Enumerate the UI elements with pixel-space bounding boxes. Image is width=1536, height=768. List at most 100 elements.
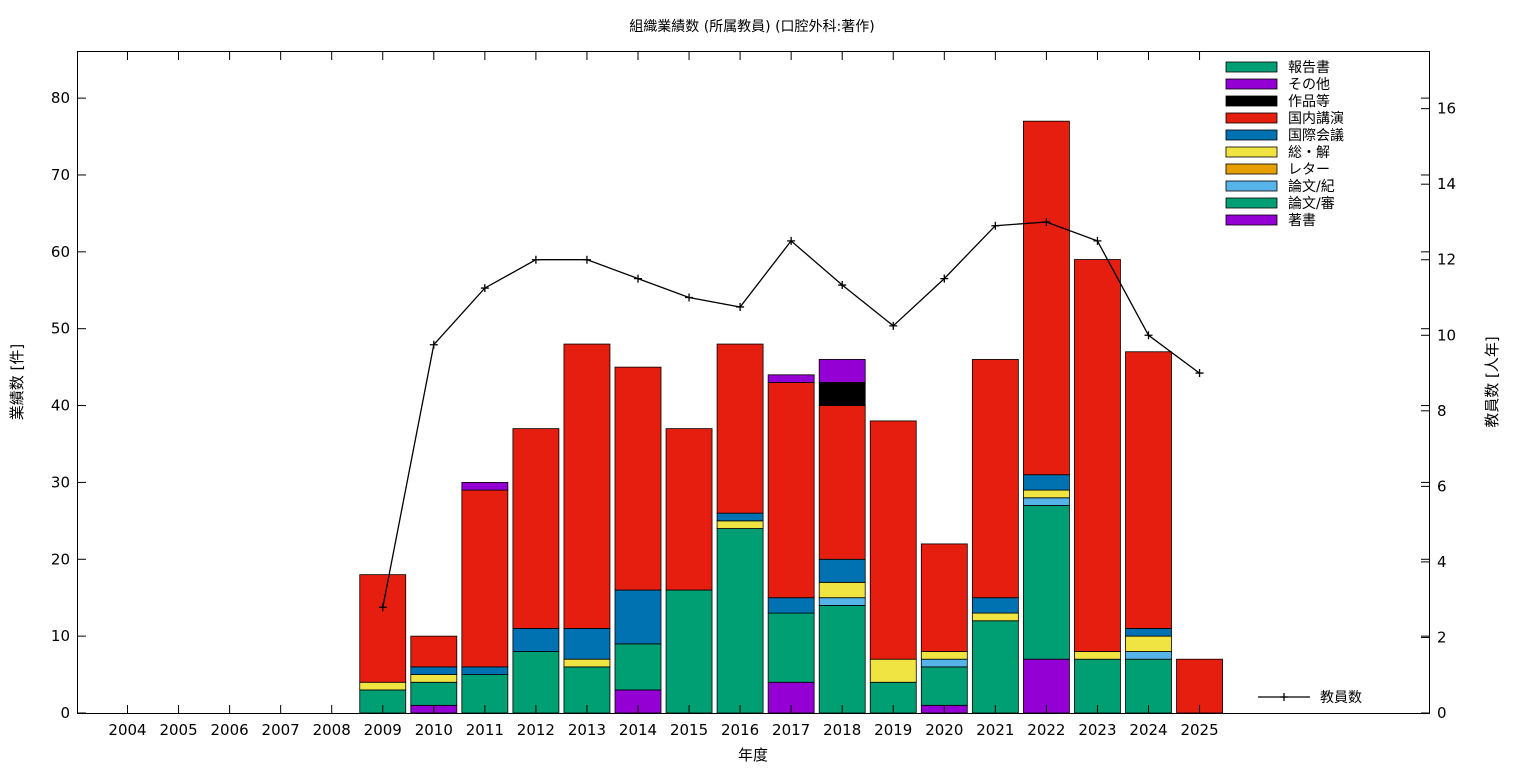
x-axis-label: 年度 xyxy=(738,746,768,764)
bar-segment xyxy=(1023,658,1070,714)
y-tick-label: 70 xyxy=(51,166,70,184)
bar-segment xyxy=(1125,635,1172,652)
bar-segment xyxy=(1125,628,1172,637)
bar-segment xyxy=(767,597,815,614)
bar-segment xyxy=(512,628,560,652)
y-tick-label: 80 xyxy=(51,89,70,107)
line-point xyxy=(685,293,694,302)
y-tick-label: 40 xyxy=(51,397,70,415)
bar-segment xyxy=(410,681,458,706)
line-point xyxy=(787,236,796,245)
line-layer xyxy=(378,217,1204,612)
bar-segment xyxy=(614,643,662,691)
legend-label: 報告書 xyxy=(1288,60,1330,76)
bar-segment xyxy=(818,581,866,599)
bar-segment xyxy=(716,343,764,514)
line-point xyxy=(429,340,438,349)
bar-segment xyxy=(767,374,815,383)
plot-frame xyxy=(77,51,1430,714)
bar-segment xyxy=(563,343,611,629)
line-point xyxy=(1144,331,1153,340)
bar-segment xyxy=(818,382,866,406)
bar-segment xyxy=(818,558,866,583)
bar-segment xyxy=(563,658,611,668)
bar-segment xyxy=(920,543,968,652)
bar-segment xyxy=(920,651,968,660)
y-tick-label: 0 xyxy=(60,704,70,722)
bar-segment xyxy=(1074,651,1121,660)
legend-swatch xyxy=(1225,112,1278,124)
x-tick-label: 2025 xyxy=(1180,721,1218,739)
bar-segment xyxy=(818,597,866,606)
bar-segment xyxy=(767,612,815,683)
line-point xyxy=(1042,217,1051,226)
y2-tick-label: 12 xyxy=(1437,251,1456,269)
bar-segment xyxy=(1125,351,1172,629)
legend-label: 国際会議 xyxy=(1288,127,1344,144)
bar-segment xyxy=(614,589,662,645)
bar-segment xyxy=(1023,120,1070,476)
x-axis: 2004 2005 2006 2007 2008 2009 2010 2011 2012 2013… xyxy=(108,52,1219,739)
x-tick-label: 2004 xyxy=(108,721,146,739)
bar-segment xyxy=(920,666,968,706)
x-tick-label: 2015 xyxy=(670,721,708,739)
line-point xyxy=(634,274,642,283)
bar-segment xyxy=(818,359,866,383)
bar-segment xyxy=(461,482,509,491)
bar-segment xyxy=(1176,658,1223,714)
bar-segment xyxy=(359,681,407,691)
y2-axis-label: 教員数 [人年] xyxy=(1483,336,1501,427)
legend-line-label: 教員数 xyxy=(1320,690,1362,706)
y-tick-label: 50 xyxy=(51,320,70,338)
legend-swatch xyxy=(1225,214,1278,226)
x-tick-label: 2022 xyxy=(1027,721,1065,739)
y2-tick-label: 8 xyxy=(1437,402,1447,420)
line-point xyxy=(480,284,489,293)
x-tick-label: 2005 xyxy=(159,721,197,739)
bar-segment xyxy=(563,628,611,660)
x-tick-label: 2006 xyxy=(211,721,249,739)
bar-segment xyxy=(410,666,458,675)
bar-segment xyxy=(359,574,407,683)
bar-segment xyxy=(1125,658,1172,714)
bar-segment xyxy=(716,528,764,714)
bar-segment xyxy=(971,620,1019,714)
x-tick-label: 2012 xyxy=(517,721,555,739)
x-tick-label: 2019 xyxy=(874,721,912,739)
legend-label: 作品等 xyxy=(1288,93,1330,110)
line-point xyxy=(940,274,949,283)
bar-segment xyxy=(716,520,764,529)
bar-segment xyxy=(461,666,509,675)
legend-swatch xyxy=(1225,61,1278,73)
bar-segment xyxy=(1023,489,1070,499)
legend-swatch xyxy=(1225,180,1278,192)
x-tick-label: 2023 xyxy=(1078,721,1116,739)
bar-segment xyxy=(869,658,917,683)
y-tick-label: 20 xyxy=(51,550,70,568)
legend-swatch xyxy=(1225,163,1278,175)
line-point xyxy=(531,255,540,264)
x-tick-label: 2016 xyxy=(721,721,759,739)
legend-label: 論文/審 xyxy=(1288,196,1335,212)
legend-line-marker xyxy=(1280,693,1288,701)
y2-axis: 0 2 4 6 8 10 12 14 16 xyxy=(1421,100,1456,722)
chart-title: 組織業績数 (所属教員) (口腔外科:著作) xyxy=(629,19,874,35)
legend-swatch xyxy=(1225,129,1278,141)
x-tick-label: 2007 xyxy=(262,721,300,739)
x-tick-label: 2017 xyxy=(772,721,810,739)
y-axis-label: 業績数 [件] xyxy=(8,344,26,420)
line-point xyxy=(1093,236,1102,245)
x-tick-label: 2018 xyxy=(823,721,861,739)
bar-segment xyxy=(410,674,458,683)
bar-segment xyxy=(971,359,1019,599)
bar-segment xyxy=(512,428,560,629)
line-point xyxy=(1195,369,1204,378)
bar-segment xyxy=(461,489,509,668)
legend-label: 国内講演 xyxy=(1288,111,1344,127)
bar-segment xyxy=(1023,474,1070,491)
line-point xyxy=(889,321,898,330)
bar-segment xyxy=(614,366,662,591)
x-tick-label: 2009 xyxy=(364,721,402,739)
bar-segment xyxy=(869,420,917,660)
